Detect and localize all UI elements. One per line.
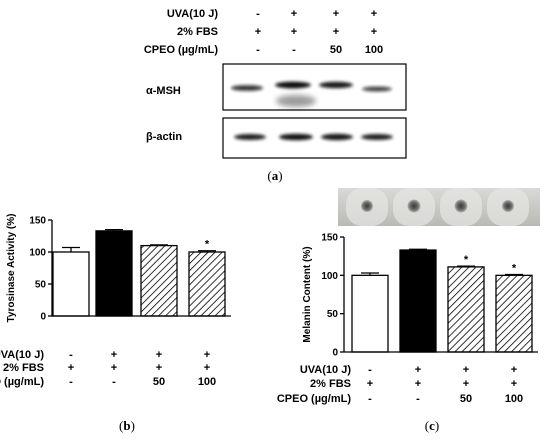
panel-a-cell: 100 bbox=[365, 44, 383, 56]
condition-row-label: CPEO (µg/mL) bbox=[0, 376, 44, 388]
panel-a-cell: + bbox=[333, 26, 339, 38]
bar-3 bbox=[447, 266, 485, 353]
panel-a-caption: (a) bbox=[267, 168, 282, 183]
y-axis-label: Melanin Content (%) bbox=[302, 246, 313, 342]
panel-a-condition-table: UVA(10 J) 2% FBS CPEO (µg/mL) - + + + + + + + - -… bbox=[144, 8, 383, 56]
condition-cell: 50 bbox=[460, 393, 472, 405]
y-tick-label: 50 bbox=[35, 280, 47, 291]
panel-a-row-label-cpeo: CPEO (µg/mL) bbox=[144, 44, 219, 56]
blot-alpha-msh-bands bbox=[231, 81, 392, 107]
condition-cell: + bbox=[204, 362, 210, 374]
condition-cell: 50 bbox=[153, 376, 165, 388]
panel-a-cell: 50 bbox=[330, 44, 342, 56]
condition-cell: 100 bbox=[198, 376, 216, 388]
condition-row-label: 2% FBS bbox=[310, 378, 351, 390]
condition-cell: - bbox=[368, 393, 372, 405]
condition-cell: + bbox=[511, 378, 517, 390]
condition-cell: + bbox=[367, 378, 373, 390]
panel-a-cell: + bbox=[333, 8, 339, 20]
panel-b-caption: (b) bbox=[119, 418, 135, 433]
condition-row-label: 2% FBS bbox=[3, 362, 44, 374]
condition-cell: + bbox=[463, 378, 469, 390]
panel-a-cell: - bbox=[256, 44, 260, 56]
blot-label-alpha-msh: α-MSH bbox=[146, 85, 181, 97]
y-tick-label: 0 bbox=[332, 348, 338, 359]
condition-row-label: UVA(10 J) bbox=[300, 364, 351, 376]
condition-cell: - bbox=[69, 376, 73, 388]
panel-a-cell: + bbox=[291, 8, 297, 20]
significance-marker: * bbox=[205, 239, 210, 251]
chart-tyrosinase: 0 50 100 150 Tyrosinase Activity (%) * UVA(10 … bbox=[0, 214, 231, 388]
melanin-pellet-2 bbox=[407, 199, 421, 213]
condition-cell: - bbox=[368, 364, 372, 376]
condition-cell: + bbox=[415, 378, 421, 390]
blot-beta-actin-bands bbox=[234, 133, 393, 141]
condition-cell: + bbox=[156, 349, 162, 361]
bar-4 bbox=[188, 251, 226, 317]
tube-2 bbox=[393, 188, 435, 226]
panel-a: UVA(10 J) 2% FBS CPEO (µg/mL) - + + + + + + + - -… bbox=[144, 8, 407, 183]
panel-a-cell: - bbox=[256, 8, 260, 20]
condition-cell: - bbox=[112, 376, 116, 388]
panel-c-caption: (c) bbox=[425, 418, 439, 433]
condition-cell: + bbox=[415, 364, 421, 376]
panel-a-row-label-fbs: 2% FBS bbox=[177, 26, 218, 38]
condition-cell: - bbox=[416, 393, 420, 405]
bar-1 bbox=[351, 274, 389, 353]
panel-a-cell: + bbox=[291, 26, 297, 38]
panel-a-row-label-uva: UVA(10 J) bbox=[167, 8, 218, 20]
y-tick-label: 150 bbox=[321, 233, 338, 244]
condition-row-label: UVA(10 J) bbox=[0, 349, 44, 361]
condition-row-label: CPEO (µg/mL) bbox=[277, 393, 352, 405]
tube-4 bbox=[487, 188, 529, 226]
panel-a-cell: + bbox=[371, 8, 377, 20]
condition-cell: 100 bbox=[505, 393, 523, 405]
panel-a-cell: + bbox=[255, 26, 261, 38]
significance-marker: * bbox=[512, 263, 517, 275]
chart-melanin: 0 50 100 150 Melanin Content (%) * * UVA(10 J) -… bbox=[277, 233, 538, 405]
condition-cell: + bbox=[511, 364, 517, 376]
panel-a-cell: + bbox=[371, 26, 377, 38]
bar-4 bbox=[495, 274, 533, 353]
y-tick-label: 100 bbox=[29, 248, 46, 259]
condition-cell: + bbox=[463, 364, 469, 376]
panel-a-cell: - bbox=[292, 44, 296, 56]
tube-3 bbox=[440, 188, 482, 226]
condition-cell: - bbox=[69, 349, 73, 361]
y-tick-label: 0 bbox=[40, 312, 46, 323]
y-axis-label: Tyrosinase Activity (%) bbox=[6, 214, 17, 323]
condition-cell: + bbox=[111, 349, 117, 361]
y-tick-label: 100 bbox=[321, 271, 338, 282]
blot-label-beta-actin: β-actin bbox=[146, 131, 182, 143]
condition-cell: + bbox=[68, 362, 74, 374]
melanin-pellet-4 bbox=[502, 200, 514, 212]
condition-cell: + bbox=[111, 362, 117, 374]
condition-cell: + bbox=[204, 349, 210, 361]
tube-1 bbox=[346, 188, 388, 226]
bar-2 bbox=[399, 249, 437, 353]
bar-2 bbox=[95, 230, 133, 317]
melanin-pellet-1 bbox=[361, 200, 373, 212]
y-tick-label: 150 bbox=[29, 216, 46, 227]
significance-marker: * bbox=[464, 254, 469, 266]
condition-cell: + bbox=[156, 362, 162, 374]
bar-3 bbox=[140, 244, 178, 317]
y-tick-label: 50 bbox=[327, 309, 339, 320]
melanin-pellet-3 bbox=[454, 199, 468, 213]
bar-1 bbox=[52, 251, 90, 317]
melanin-tube-photo bbox=[338, 188, 540, 226]
